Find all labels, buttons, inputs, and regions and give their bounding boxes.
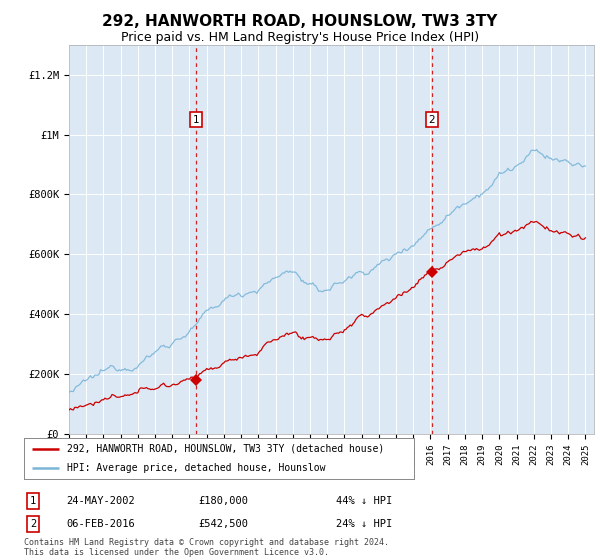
Text: 292, HANWORTH ROAD, HOUNSLOW, TW3 3TY (detached house): 292, HANWORTH ROAD, HOUNSLOW, TW3 3TY (d… — [67, 444, 384, 454]
Text: 06-FEB-2016: 06-FEB-2016 — [66, 519, 135, 529]
Text: £542,500: £542,500 — [198, 519, 248, 529]
Text: 1: 1 — [30, 496, 36, 506]
Text: 24-MAY-2002: 24-MAY-2002 — [66, 496, 135, 506]
Text: Price paid vs. HM Land Registry's House Price Index (HPI): Price paid vs. HM Land Registry's House … — [121, 31, 479, 44]
Text: 44% ↓ HPI: 44% ↓ HPI — [336, 496, 392, 506]
Text: HPI: Average price, detached house, Hounslow: HPI: Average price, detached house, Houn… — [67, 463, 325, 473]
Text: 1: 1 — [193, 115, 199, 125]
Text: 2: 2 — [30, 519, 36, 529]
Text: 292, HANWORTH ROAD, HOUNSLOW, TW3 3TY: 292, HANWORTH ROAD, HOUNSLOW, TW3 3TY — [103, 14, 497, 29]
Text: 2: 2 — [429, 115, 436, 125]
Text: 24% ↓ HPI: 24% ↓ HPI — [336, 519, 392, 529]
Text: Contains HM Land Registry data © Crown copyright and database right 2024.
This d: Contains HM Land Registry data © Crown c… — [24, 538, 389, 557]
Text: £180,000: £180,000 — [198, 496, 248, 506]
